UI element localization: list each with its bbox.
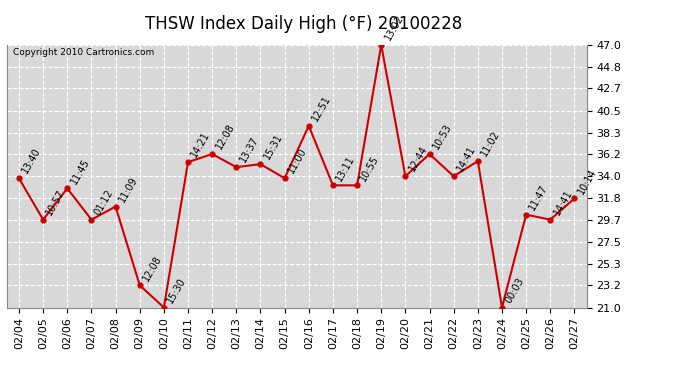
Text: 15:30: 15:30: [166, 276, 188, 305]
Text: 13:11: 13:11: [335, 153, 357, 183]
Text: 13:40: 13:40: [21, 147, 43, 176]
Text: 13:37: 13:37: [238, 135, 260, 164]
Text: THSW Index Daily High (°F) 20100228: THSW Index Daily High (°F) 20100228: [145, 15, 462, 33]
Text: 12:44: 12:44: [407, 144, 429, 174]
Text: Copyright 2010 Cartronics.com: Copyright 2010 Cartronics.com: [12, 48, 154, 57]
Text: 11:45: 11:45: [69, 156, 91, 186]
Text: 15:31: 15:31: [262, 132, 284, 161]
Text: 14:41: 14:41: [552, 188, 574, 217]
Text: 01:12: 01:12: [93, 188, 115, 217]
Text: 14:21: 14:21: [190, 130, 212, 159]
Text: 10:14: 10:14: [576, 166, 598, 196]
Text: 12:08: 12:08: [214, 122, 236, 151]
Text: 14:41: 14:41: [455, 144, 477, 174]
Text: 00:03: 00:03: [504, 276, 526, 305]
Text: 11:02: 11:02: [480, 129, 502, 158]
Text: 11:00: 11:00: [286, 147, 308, 176]
Text: 10:53: 10:53: [431, 122, 453, 151]
Text: 10:57: 10:57: [45, 188, 67, 217]
Text: 12:51: 12:51: [310, 94, 333, 123]
Text: 13:02: 13:02: [383, 13, 405, 42]
Text: 11:47: 11:47: [528, 183, 550, 212]
Text: 12:08: 12:08: [141, 254, 164, 282]
Text: 11:09: 11:09: [117, 175, 139, 204]
Text: 10:55: 10:55: [359, 153, 381, 183]
